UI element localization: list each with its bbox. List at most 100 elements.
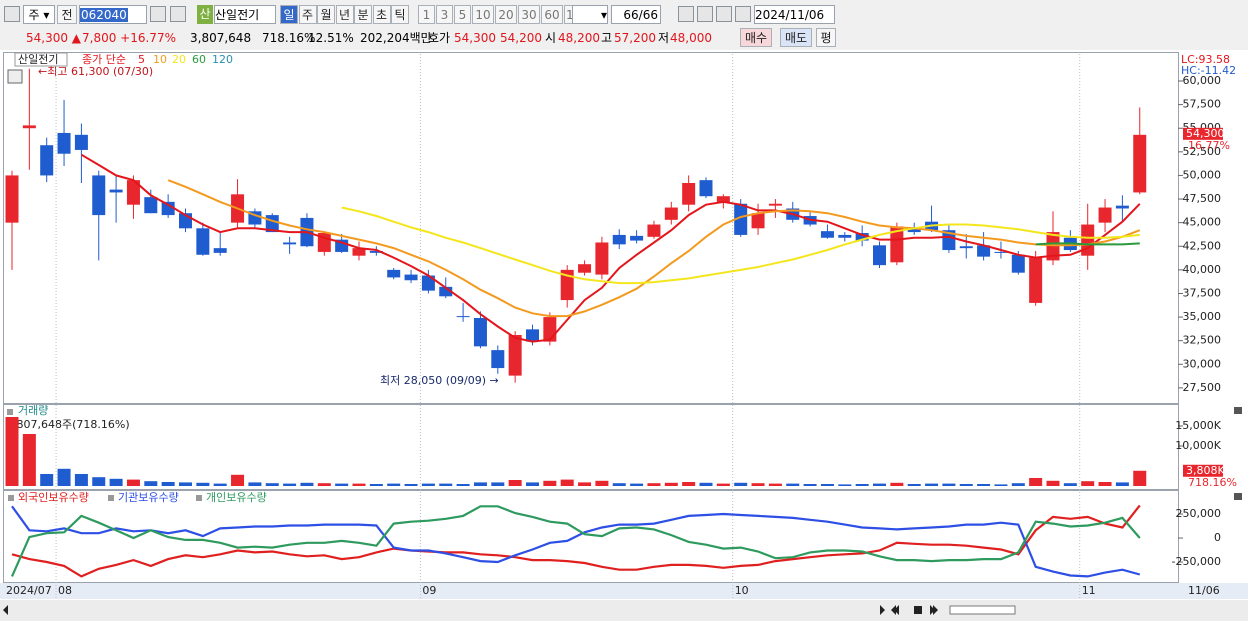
period-button[interactable]: 년 [335, 5, 354, 24]
scope-button[interactable]: 전 [57, 5, 77, 24]
volume-bar [699, 482, 713, 486]
panel-button[interactable] [1234, 493, 1242, 500]
volume-bar [5, 417, 19, 486]
buy-button[interactable]: 매수 [740, 28, 772, 47]
volume-bar [925, 483, 939, 486]
volume-bar [421, 483, 435, 486]
volume-bar [959, 484, 973, 486]
interval-button[interactable]: 30 [518, 5, 540, 24]
y-tick-label: 32,500 [1183, 334, 1222, 347]
stock-name[interactable]: 산일전기 [214, 5, 276, 24]
volume-bar [873, 483, 886, 486]
menu-icon[interactable] [4, 6, 20, 22]
candle-body [820, 231, 834, 238]
legend-marker [108, 495, 114, 501]
candle-body [491, 350, 505, 369]
volume-bar [977, 484, 991, 486]
zoom-slider[interactable] [949, 605, 1016, 615]
x-tick-label: 11 [1082, 584, 1096, 597]
volume-bar [1115, 482, 1129, 486]
interval-button[interactable]: 3 [436, 5, 453, 24]
sound-icon[interactable] [170, 6, 186, 22]
interval-button[interactable]: 5 [454, 5, 471, 24]
bid: 54,200 [500, 31, 542, 45]
avg-button[interactable]: 평 [816, 28, 836, 47]
candle-body [1115, 205, 1129, 209]
volume-bar [508, 480, 522, 486]
candle-body [283, 242, 297, 245]
market-select[interactable]: 주 ▾ [23, 5, 55, 24]
price-panel [3, 52, 1179, 404]
moving-average [167, 179, 1141, 318]
sell-button[interactable]: 매도 [780, 28, 812, 47]
y-tick-label: 52,500 [1183, 145, 1222, 158]
candle-body [699, 180, 713, 197]
settings-icon[interactable] [735, 6, 751, 22]
high-annotation: ←최고 61,300 (07/30) [38, 65, 153, 78]
candle-body [404, 274, 418, 281]
period-button[interactable]: 초 [372, 5, 391, 24]
period-button[interactable]: 틱 [391, 5, 409, 24]
volume-subtitle: 3,807,648주(718.16%) [6, 418, 130, 431]
price-tag-change: 16.77% [1188, 139, 1230, 152]
volume-bar [768, 483, 782, 486]
volume-bar [1133, 470, 1147, 486]
hc-label: HC:-11.42 [1181, 64, 1236, 77]
candle-body [74, 134, 88, 150]
period-button[interactable]: 월 [317, 5, 335, 24]
volume-bar [109, 478, 123, 486]
interval-button[interactable]: 60 [541, 5, 563, 24]
legend-ma-label: 종가 단순 [82, 53, 126, 66]
interval-button[interactable]: 1 [418, 5, 435, 24]
legend-entry: 10 [153, 53, 167, 66]
volume-bar [335, 483, 349, 486]
table-icon[interactable] [7, 69, 23, 84]
turnover: 12.51% [308, 31, 354, 45]
legend-title: 산일전기 [18, 52, 58, 66]
candle-body [682, 182, 696, 205]
period-button[interactable]: 일 [280, 5, 298, 24]
volume-bar [526, 482, 539, 486]
volume-bar [786, 483, 800, 486]
y-tick-label: 37,500 [1183, 286, 1222, 299]
interval-button[interactable]: 10 [472, 5, 494, 24]
save-icon[interactable] [716, 6, 732, 22]
volume-bar [231, 474, 245, 486]
panel-button[interactable] [1234, 407, 1242, 414]
period-button[interactable]: 주 [298, 5, 317, 24]
candle-body [473, 318, 487, 347]
volume-tag-change: 718.16% [1188, 476, 1237, 489]
volume-bar [612, 483, 626, 486]
high-label: 고 [601, 31, 613, 45]
period-button[interactable]: 분 [354, 5, 372, 24]
volume-bar [439, 483, 453, 486]
volume-bar [855, 484, 869, 486]
price: 54,300 ▲ [26, 31, 82, 45]
amount: 202,204백만 [360, 31, 432, 45]
tool-icon[interactable] [697, 6, 713, 22]
interval-select[interactable]: ▾ [572, 5, 608, 24]
candle-body [543, 317, 557, 342]
count[interactable]: 66/66 [611, 5, 661, 24]
candle-body [5, 175, 19, 223]
interval-button[interactable]: 20 [495, 5, 517, 24]
candle-body [716, 196, 730, 203]
search-icon[interactable] [150, 6, 166, 22]
candle-body [526, 329, 539, 342]
candle-body [144, 197, 158, 214]
investor-line [10, 505, 1141, 577]
candle-body [734, 203, 748, 235]
volume-bar [1046, 480, 1060, 486]
volume-bar [716, 483, 730, 486]
code: 062040 [80, 8, 128, 22]
code-input[interactable]: 062040 [79, 5, 147, 24]
candle-body [612, 234, 626, 245]
tool-icon[interactable] [678, 6, 694, 22]
candle-body [768, 203, 782, 206]
bid-ask-label: 호가 [428, 31, 451, 45]
y-tick-label: 15,000K [1175, 419, 1221, 432]
candle-body [369, 250, 383, 253]
date-input[interactable]: 2024/11/06 [754, 5, 835, 24]
candle-body [595, 242, 609, 275]
